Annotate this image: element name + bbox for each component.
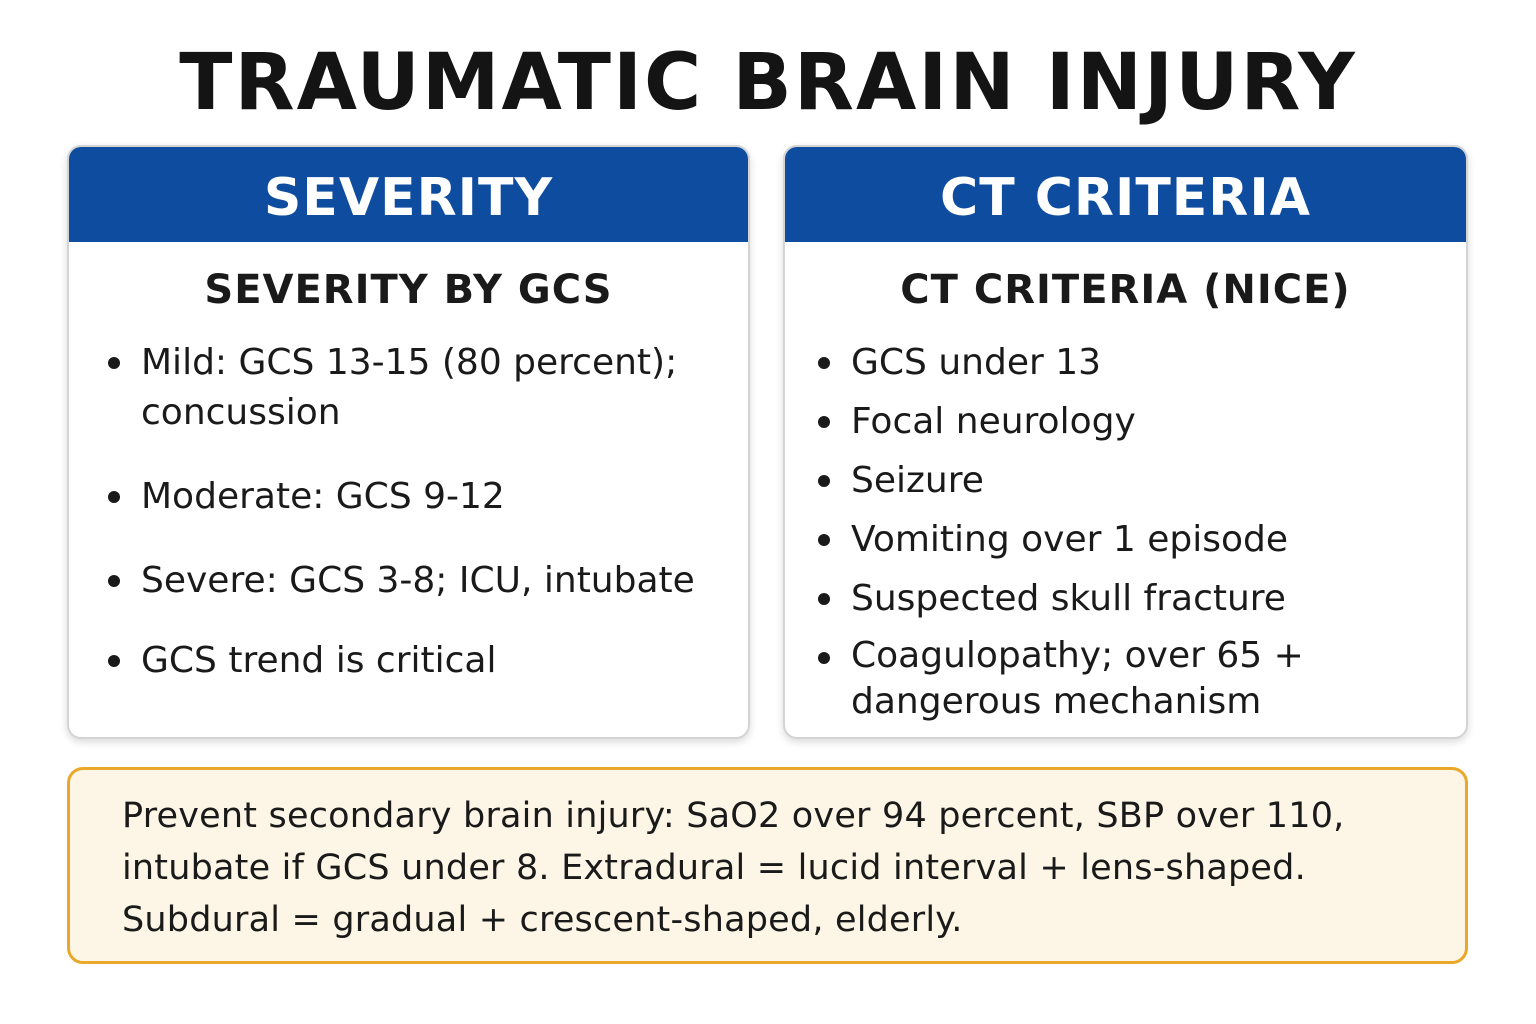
list-item: Moderate: GCS 9-12 [108, 472, 718, 522]
severity-list: Mild: GCS 13-15 (80 percent); concussion… [69, 338, 748, 686]
ct-criteria-list: GCS under 13 Focal neurology Seizure Vom… [785, 338, 1466, 725]
list-item: Focal neurology [818, 397, 1446, 447]
page-title: TRAUMATIC BRAIN INJURY [179, 38, 1357, 128]
ct-criteria-card-subtitle: CT CRITERIA (NICE) [900, 267, 1351, 313]
list-item: Severe: GCS 3-8; ICU, intubate [108, 556, 718, 606]
severity-card-subtitle: SEVERITY BY GCS [204, 267, 613, 313]
list-item: Suspected skull fracture [818, 574, 1446, 624]
list-item: GCS under 13 [818, 338, 1446, 388]
list-item: Seizure [818, 456, 1446, 506]
list-item: Coagulopathy; over 65 + dangerous mechan… [818, 633, 1446, 725]
ct-criteria-card: CT CRITERIA CT CRITERIA (NICE) GCS under… [783, 145, 1468, 739]
note-text: Prevent secondary brain injury: SaO2 ove… [122, 796, 1345, 940]
ct-criteria-card-header: CT CRITERIA [785, 147, 1466, 242]
list-item: Mild: GCS 13-15 (80 percent); concussion [108, 338, 718, 438]
severity-card: SEVERITY SEVERITY BY GCS Mild: GCS 13-15… [67, 145, 750, 739]
key-points-note: Prevent secondary brain injury: SaO2 ove… [67, 767, 1468, 964]
list-item: Vomiting over 1 episode [818, 515, 1446, 565]
list-item: GCS trend is critical [108, 636, 718, 686]
severity-card-header: SEVERITY [69, 147, 748, 242]
